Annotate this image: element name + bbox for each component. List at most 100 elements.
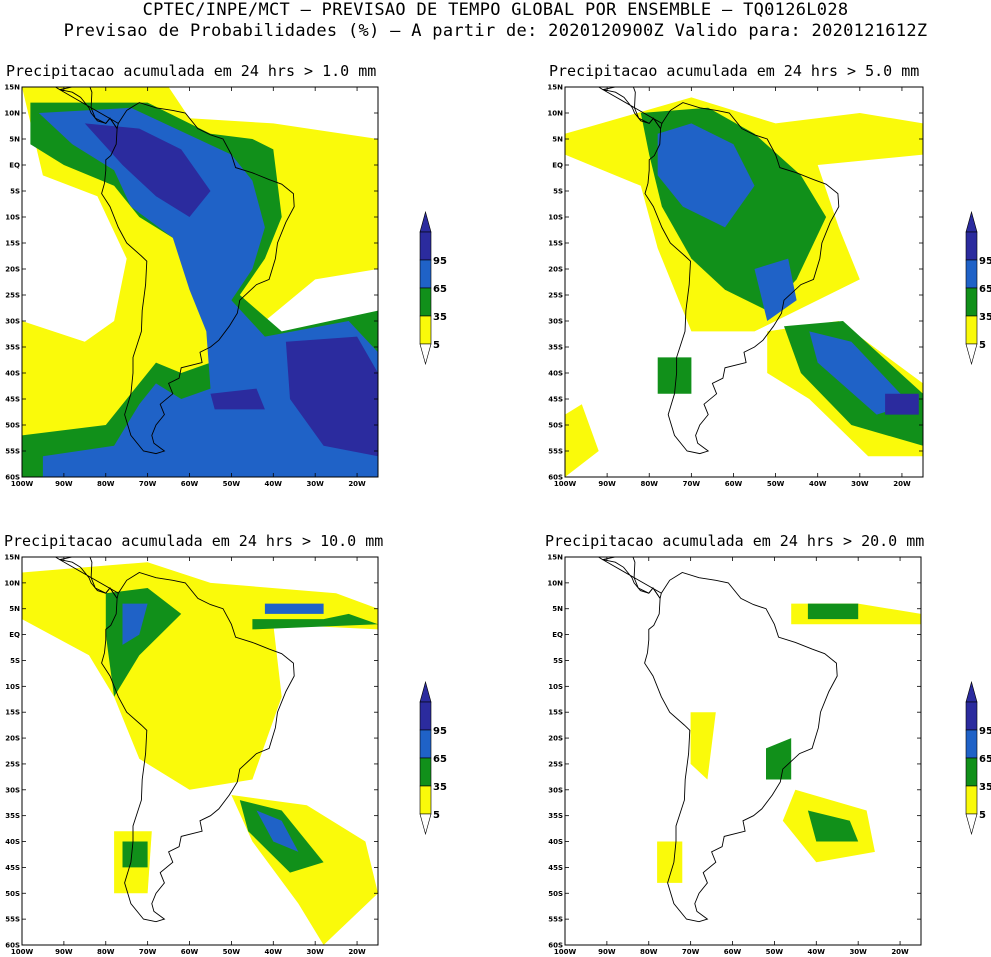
lat-label: 55S [5, 448, 20, 456]
lat-label: 20S [5, 735, 20, 743]
lon-label: 90W [55, 480, 73, 488]
lon-label: 20W [348, 948, 366, 956]
prob-area-c65 [256, 810, 299, 852]
lat-label: 50S [5, 890, 20, 898]
lat-label: 45S [5, 864, 20, 872]
lon-label: 100W [554, 480, 577, 488]
south-america-coast [59, 89, 295, 455]
lat-label: 25S [5, 292, 20, 300]
colorbar-label: 65 [979, 754, 991, 765]
lat-label: 60S [548, 942, 563, 950]
lat-label: 60S [5, 474, 20, 482]
lat-label: 5N [9, 136, 20, 144]
colorbar-top-triangle [419, 210, 432, 233]
colorbar-segment [419, 729, 432, 759]
lon-label: 50W [767, 480, 785, 488]
chart-title-line1: CPTEC/INPE/MCT – PREVISAO DE TEMPO GLOBA… [142, 0, 849, 20]
lat-label: EQ [552, 631, 563, 639]
lon-label: 100W [11, 480, 34, 488]
map-frame [564, 556, 922, 946]
lat-label: 15S [548, 709, 563, 717]
lat-label: 10N [547, 110, 563, 118]
lat-label: 10S [548, 683, 563, 691]
lat-label: 30S [548, 318, 563, 326]
colorbar-label: 35 [433, 312, 447, 323]
lat-label: 15N [547, 84, 563, 92]
lon-label: 50W [766, 948, 784, 956]
lat-label: 10S [5, 683, 20, 691]
lat-label: 15S [5, 240, 20, 248]
lat-label: 5N [552, 136, 563, 144]
lat-label: 25S [5, 760, 20, 768]
south-america-coast [59, 559, 295, 923]
colorbar-segment [419, 259, 432, 289]
lat-label: 30S [5, 318, 20, 326]
prob-area-c5 [565, 404, 599, 477]
lon-label: 80W [641, 480, 659, 488]
lat-label: 40S [548, 838, 563, 846]
lon-label: 30W [306, 948, 324, 956]
colorbar-label: 5 [979, 340, 986, 351]
lat-label: 35S [548, 812, 563, 820]
prob-area-c5 [690, 712, 716, 780]
lon-label: 70W [139, 480, 157, 488]
lat-label: 40S [5, 838, 20, 846]
colorbar-2: 95 65 35 5 [965, 210, 991, 366]
colorbar-segment [419, 287, 432, 317]
lat-label: 10S [548, 214, 563, 222]
colorbar-segment [419, 785, 432, 815]
lon-label: 90W [598, 948, 616, 956]
lon-label: 20W [893, 480, 911, 488]
prob-area-c35 [766, 738, 792, 780]
lon-label: 60W [725, 480, 743, 488]
lat-label: 45S [5, 396, 20, 404]
colorbar-label: 65 [979, 284, 991, 295]
colorbar-segment [965, 231, 978, 261]
lon-label: 50W [223, 480, 241, 488]
lon-label: 30W [851, 480, 869, 488]
south-america-coast [602, 559, 838, 923]
panel-title-20mm: Precipitacao acumulada em 24 hrs > 20.0 … [545, 532, 925, 550]
colorbar-segment [419, 701, 432, 731]
colorbar-segment [965, 315, 978, 345]
lat-label: 15N [547, 554, 563, 562]
lon-label: 40W [808, 948, 826, 956]
map-frame [21, 86, 379, 478]
lon-label: 60W [181, 480, 199, 488]
lon-label: 50W [223, 948, 241, 956]
lat-label: 60S [5, 942, 20, 950]
lon-label: 30W [306, 480, 324, 488]
lat-label: 15N [4, 84, 20, 92]
lat-label: 5S [553, 188, 563, 196]
colorbar-label: 5 [979, 810, 986, 821]
lat-label: 15S [5, 709, 20, 717]
lon-label: 90W [598, 480, 616, 488]
colorbar-label: 95 [979, 256, 991, 267]
lon-label: 40W [265, 480, 283, 488]
lon-label: 60W [181, 948, 199, 956]
lon-label: 20W [348, 480, 366, 488]
lat-label: 25S [548, 292, 563, 300]
prob-area-c65 [754, 258, 797, 321]
colorbar-top-triangle [965, 210, 978, 233]
colorbar-segment [419, 315, 432, 345]
lat-label: 35S [5, 812, 20, 820]
lon-label: 90W [55, 948, 73, 956]
colorbar-bottom-triangle [419, 343, 432, 366]
map-panel-2: 15N 10N 5N EQ 5S 10S 15S 20S 25S 30S 35S 40S 45S 50S 5… [547, 84, 924, 488]
panel-title-1mm: Precipitacao acumulada em 24 hrs > 1.0 m… [6, 62, 377, 80]
lon-label: 40W [265, 948, 283, 956]
lon-label: 60W [724, 948, 742, 956]
lat-label: 50S [5, 422, 20, 430]
lat-label: EQ [552, 162, 563, 170]
colorbar-bottom-triangle [419, 813, 432, 836]
lon-label: 20W [891, 948, 909, 956]
lat-label: 5N [9, 605, 20, 613]
lat-label: EQ [9, 162, 20, 170]
lat-label: 55S [548, 916, 563, 924]
prob-area-c35 [122, 841, 148, 868]
map-panel-3: 15N 10N 5N EQ 5S 10S 15S 20S 25S 30S 35S 40S 45S 50S 5… [4, 554, 379, 956]
lat-label: 5S [10, 657, 20, 665]
lon-label: 100W [11, 948, 34, 956]
prob-area-c35 [657, 357, 692, 394]
